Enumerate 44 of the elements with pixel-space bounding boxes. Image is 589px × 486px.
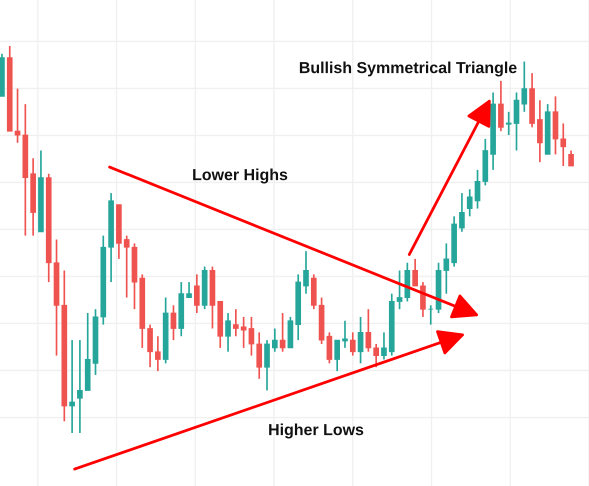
candlestick bbox=[264, 339, 270, 392]
candlestick bbox=[334, 339, 340, 372]
candlestick bbox=[412, 258, 418, 287]
candlestick bbox=[225, 312, 231, 353]
candlestick bbox=[342, 320, 348, 349]
candlestick bbox=[170, 304, 176, 341]
candlestick bbox=[373, 343, 379, 368]
candlestick bbox=[248, 316, 254, 356]
candlestick bbox=[186, 281, 192, 298]
candlestick bbox=[272, 328, 278, 353]
candlestick bbox=[77, 339, 83, 434]
candlestick bbox=[506, 110, 512, 136]
candlestick bbox=[498, 80, 504, 132]
candlestick bbox=[194, 274, 200, 314]
candlestick bbox=[303, 250, 309, 295]
candlestick bbox=[459, 192, 465, 233]
candlestick bbox=[537, 99, 543, 163]
candlestick bbox=[147, 324, 153, 368]
candlestick bbox=[521, 60, 528, 113]
candlestick bbox=[420, 281, 426, 318]
candlestick bbox=[155, 335, 161, 372]
candlestick bbox=[358, 316, 364, 364]
annotation: Lower Highs bbox=[193, 168, 288, 184]
candlestick bbox=[350, 332, 356, 356]
candlestick bbox=[396, 270, 402, 310]
candlestick bbox=[232, 308, 239, 338]
candlestick bbox=[256, 332, 262, 380]
candlestick bbox=[69, 339, 75, 434]
candlestick bbox=[240, 316, 246, 349]
candlestick bbox=[14, 88, 20, 144]
candlestick bbox=[326, 332, 332, 364]
candlestick bbox=[474, 169, 480, 210]
candlestick bbox=[366, 308, 372, 353]
candlestick bbox=[568, 150, 574, 167]
candlestick bbox=[466, 188, 473, 218]
candlestick bbox=[428, 304, 434, 326]
annotation: Higher Lows bbox=[269, 424, 364, 438]
candlestick bbox=[560, 122, 566, 167]
candlestick bbox=[514, 92, 520, 152]
candlestick bbox=[124, 234, 130, 298]
candlestick bbox=[280, 312, 286, 353]
annotation: Bullish Symmetrical Triangle bbox=[300, 62, 517, 76]
candlestick bbox=[381, 332, 387, 360]
candlestick bbox=[443, 242, 450, 295]
